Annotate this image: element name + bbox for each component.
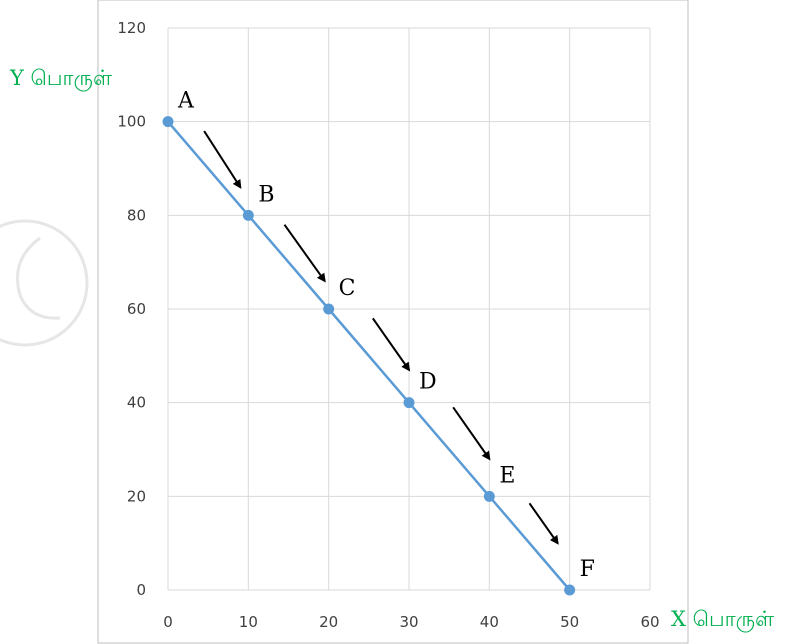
y-axis-label: Y பொருள் xyxy=(9,66,112,91)
point-label-e: E xyxy=(499,463,515,488)
y-tick-label: 40 xyxy=(127,394,146,412)
point-label-c: C xyxy=(339,276,356,301)
point-label-b: B xyxy=(258,182,274,207)
y-tick-label: 100 xyxy=(117,113,146,131)
x-tick-label: 10 xyxy=(239,613,258,631)
arrow-annotation xyxy=(372,317,411,372)
x-tick-label: 40 xyxy=(480,613,499,631)
arrow-annotation xyxy=(452,406,491,461)
arrow-annotation xyxy=(283,224,326,283)
point-labels: A B C D E F xyxy=(177,89,595,582)
watermark-swirl xyxy=(16,236,61,320)
x-tick-label: 50 xyxy=(560,613,579,631)
x-axis-label: X பொருள் xyxy=(671,607,774,632)
x-tick-label: 60 xyxy=(640,613,659,631)
watermark-circle xyxy=(0,219,89,347)
grid xyxy=(167,27,651,591)
arrow-annotation xyxy=(203,130,242,189)
data-point-a xyxy=(162,116,174,128)
movement-arrows xyxy=(203,130,559,545)
y-tick-label: 60 xyxy=(127,300,146,318)
point-label-d: D xyxy=(419,370,437,395)
data-point-d xyxy=(403,397,415,409)
data-points xyxy=(162,116,576,596)
y-tick-label: 0 xyxy=(136,581,146,599)
x-tick-labels: 0 10 20 30 40 50 60 xyxy=(163,613,659,631)
y-tick-label: 20 xyxy=(127,487,146,505)
point-label-f: F xyxy=(580,557,595,582)
chart-frame xyxy=(97,0,689,644)
watermark xyxy=(0,219,89,347)
series-line xyxy=(167,120,571,591)
x-tick-label: 0 xyxy=(163,613,173,631)
arrow-annotation xyxy=(528,502,559,545)
data-point-c xyxy=(323,303,335,315)
data-point-e xyxy=(483,490,495,502)
x-tick-label: 30 xyxy=(399,613,418,631)
y-tick-label: 120 xyxy=(117,19,146,37)
y-tick-labels: 0 20 40 60 80 100 120 xyxy=(117,19,146,599)
point-label-a: A xyxy=(177,89,195,114)
data-point-b xyxy=(242,209,254,221)
data-point-f xyxy=(564,584,576,596)
y-tick-label: 80 xyxy=(127,206,146,224)
x-tick-label: 20 xyxy=(319,613,338,631)
